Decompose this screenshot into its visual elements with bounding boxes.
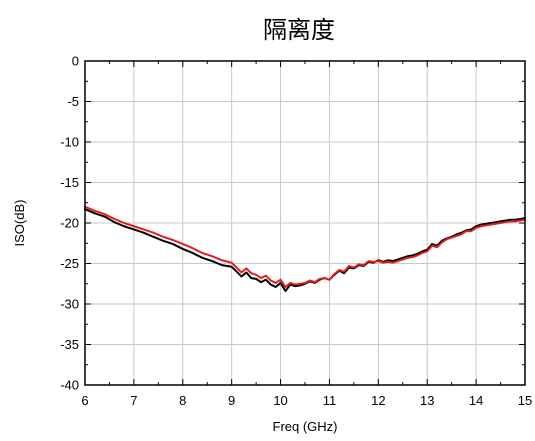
- x-tick-label: 9: [228, 393, 235, 408]
- y-tick-label: -20: [60, 216, 79, 231]
- y-tick-label: -25: [60, 256, 79, 271]
- grid: [85, 61, 525, 385]
- x-tick-label: 11: [323, 393, 337, 408]
- x-tick-label: 12: [371, 393, 385, 408]
- x-tick-label: 8: [179, 393, 186, 408]
- y-tick-label: -10: [60, 135, 79, 150]
- x-tick-label: 13: [420, 393, 434, 408]
- y-tick-labels: 0 -5 -10 -15 -20 -25 -30 -35 -40: [60, 54, 79, 393]
- y-tick-label: -5: [67, 94, 79, 109]
- x-tick-label: 7: [130, 393, 137, 408]
- x-tick-label: 15: [518, 393, 532, 408]
- x-tick-label: 6: [81, 393, 88, 408]
- y-tick-label: -40: [60, 378, 79, 393]
- series-layer: [85, 207, 525, 291]
- chart-title: 隔离度: [263, 16, 335, 44]
- x-tick-labels: 6 7 8 9 10 11 12 13 14 15: [81, 393, 532, 408]
- y-tick-label: -15: [60, 175, 79, 190]
- x-axis-label: Freq (GHz): [273, 419, 338, 434]
- y-tick-label: -35: [60, 337, 79, 352]
- x-tick-label: 14: [469, 393, 483, 408]
- series-line-2: [85, 207, 525, 287]
- series-line-1: [85, 209, 525, 291]
- y-axis-label: ISO(dB): [12, 200, 27, 247]
- y-tick-label: -30: [60, 297, 79, 312]
- x-tick-label: 10: [273, 393, 287, 408]
- y-tick-label: 0: [72, 54, 79, 69]
